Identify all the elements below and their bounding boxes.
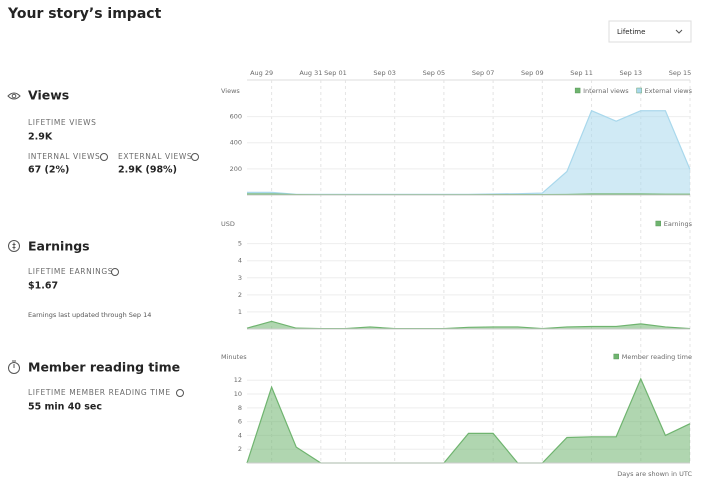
x-tick-label: Sep 01 (324, 69, 347, 77)
y-tick-label: 6 (238, 418, 242, 426)
help-icon[interactable] (111, 268, 119, 276)
timer-icon (8, 362, 20, 374)
legend-label: Member reading time (622, 353, 692, 361)
stat-label: INTERNAL VIEWS (28, 152, 100, 161)
timer-icon-hand (12, 360, 16, 368)
section-title: Views (28, 88, 69, 103)
x-tick-label: Sep 09 (521, 69, 544, 77)
y-tick-label: 600 (230, 113, 242, 121)
x-tick-label: Sep 07 (472, 69, 495, 77)
stat-value: 67 (2%) (28, 165, 69, 176)
y-tick-label: 2 (238, 291, 242, 299)
section-title: Earnings (28, 239, 90, 254)
stat-value: 2.9K (28, 132, 53, 143)
x-tick-label: Sep 03 (373, 69, 396, 77)
y-tick-label: 4 (238, 431, 242, 439)
help-icon[interactable] (176, 389, 184, 397)
area-fill (247, 378, 690, 463)
help-icon[interactable] (191, 153, 199, 161)
stat-label: LIFETIME VIEWS (28, 118, 97, 127)
stat-value: 2.9K (98%) (118, 165, 177, 176)
x-tick-label: Sep 13 (619, 69, 642, 77)
legend-swatch (636, 87, 642, 94)
y-tick-label: 12 (234, 376, 242, 384)
y-tick-label: 8 (238, 404, 242, 412)
y-tick-label: 3 (238, 274, 242, 282)
y-axis-label: Views (221, 87, 240, 95)
views-icon-dot (11, 93, 17, 99)
legend-label: External views (645, 87, 693, 95)
y-tick-label: 200 (230, 165, 242, 173)
stat-label: EXTERNAL VIEWS (118, 152, 192, 161)
x-tick-label: Sep 15 (669, 69, 692, 77)
x-tick-label: Sep 05 (423, 69, 446, 77)
x-tick-label: Aug 31 (299, 69, 322, 77)
x-tick-label: Aug 29 (250, 69, 273, 77)
area-fill (247, 110, 690, 195)
dropdown-label[interactable]: Lifetime (617, 28, 645, 36)
note: Earnings last updated through Sep 14 (28, 311, 151, 319)
earnings-icon (8, 240, 20, 252)
y-tick-label: 10 (234, 390, 242, 398)
y-tick-label: 4 (238, 257, 242, 265)
section-title: Member reading time (28, 360, 180, 375)
y-tick-label: 2 (238, 445, 242, 453)
stat-value: $1.67 (28, 281, 58, 292)
footnote: Days are shown in UTC (617, 470, 692, 478)
legend-swatch (613, 353, 619, 360)
y-tick-label: 1 (238, 308, 242, 316)
legend-label: Internal views (583, 87, 629, 95)
y-tick-label: 5 (238, 240, 242, 248)
legend-swatch (655, 220, 661, 227)
y-axis-label: Minutes (221, 353, 247, 361)
earnings-icon-mark (12, 242, 16, 250)
stat-value: 55 min 40 sec (28, 402, 102, 413)
legend-swatch (574, 87, 581, 94)
stat-label: LIFETIME MEMBER READING TIME (28, 388, 171, 397)
legend-label: Earnings (664, 220, 693, 228)
page-title: Your story’s impact (7, 6, 162, 22)
dropdown-chevron (675, 29, 683, 34)
y-tick-label: 400 (230, 139, 242, 147)
help-icon[interactable] (100, 153, 108, 161)
dropdown[interactable] (608, 20, 692, 43)
stat-label: LIFETIME EARNINGS (28, 267, 113, 276)
views-icon (7, 92, 21, 100)
y-axis-label: USD (221, 220, 235, 228)
x-tick-label: Sep 11 (570, 69, 593, 77)
